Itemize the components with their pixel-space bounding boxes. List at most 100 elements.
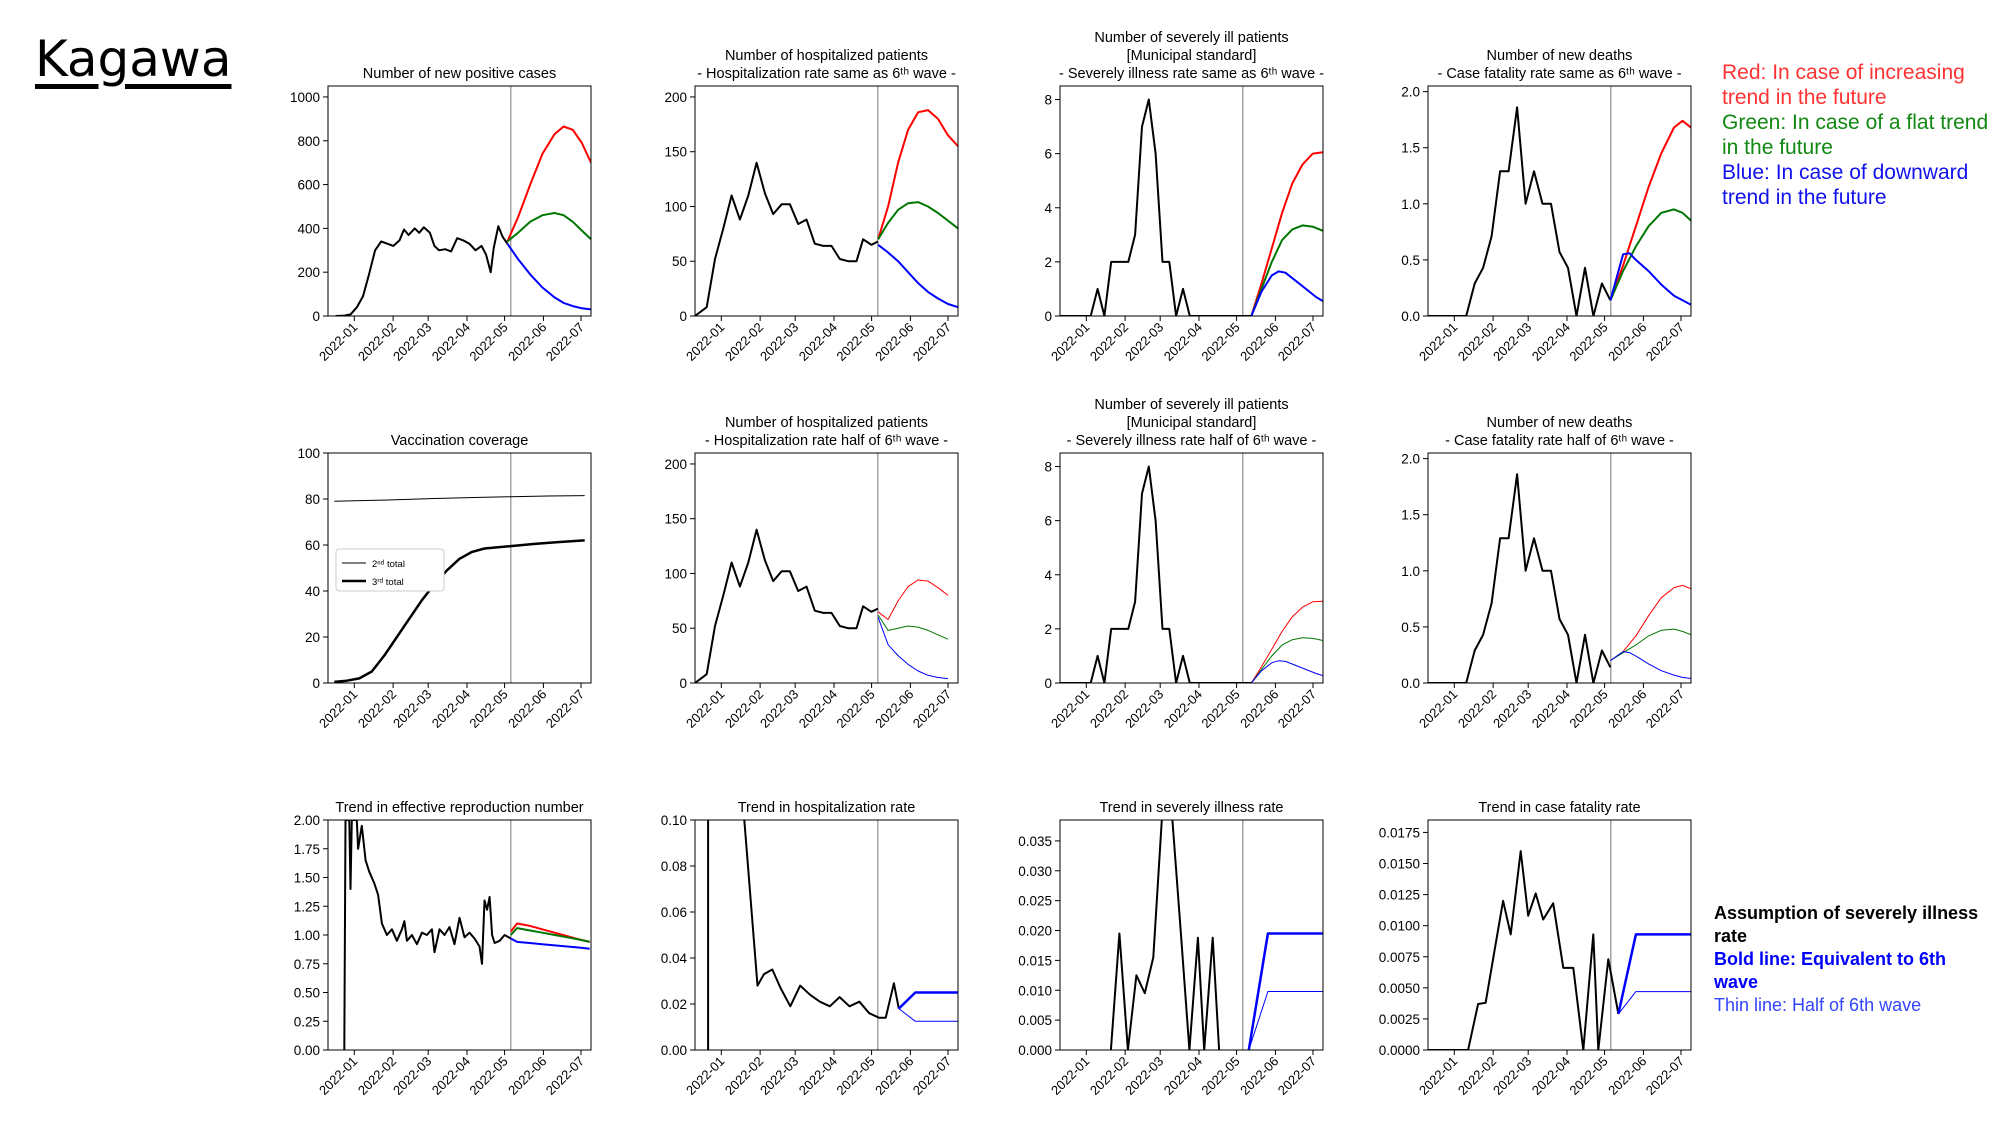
y-tick-label: 0: [312, 676, 320, 691]
series-line-blue: [1250, 660, 1323, 683]
x-tick-label: 2022-01: [1048, 320, 1092, 364]
y-tick-label: 0.000: [1018, 1043, 1052, 1058]
y-tick-label: 0.0025: [1379, 1012, 1420, 1027]
y-tick-label: 800: [297, 134, 320, 149]
series-line-blue: [898, 1008, 958, 1022]
y-tick-label: 0.10: [661, 813, 687, 828]
assumption-bold: Bold line: Equivalent to 6th wave: [1714, 949, 1947, 992]
plot-frame: [1427, 85, 1692, 317]
y-tick-label: 0.25: [294, 1014, 320, 1029]
chart-title: - Severely illness rate same as 6ᵗʰ wave…: [1059, 66, 1324, 82]
y-tick-label: 200: [297, 265, 320, 280]
chart-vaccination: Vaccination coverage 0 20 40 60 80 100 2022-01 2…: [297, 433, 592, 731]
y-tick-label: 0.04: [661, 951, 688, 966]
y-tick-label: 6: [1044, 147, 1052, 162]
assumption-thin: Thin line: Half of 6th wave: [1714, 995, 1922, 1015]
y-tick-label: 0.025: [1018, 894, 1052, 909]
chart-title: Number of severely ill patients: [1094, 397, 1288, 413]
chart-title: Trend in effective reproduction number: [335, 800, 583, 816]
x-tick-label: 2022-01: [1048, 687, 1092, 731]
y-tick-label: 50: [672, 254, 687, 269]
chart-title: Number of new deaths: [1487, 48, 1633, 64]
y-tick-label: 0.00: [661, 1043, 687, 1058]
chart-severe-half: Number of severely ill patients [Municipa…: [1044, 397, 1324, 731]
y-tick-label: 2.00: [294, 813, 320, 828]
x-tick-label: 2022-03: [1122, 1054, 1166, 1098]
x-tick-label: 2022-03: [390, 687, 434, 731]
x-tick-label: 2022-03: [390, 1054, 434, 1098]
x-tick-label: 2022-01: [683, 687, 727, 731]
y-tick-label: 400: [297, 221, 320, 236]
y-tick-label: 0.50: [294, 986, 320, 1001]
chart-hosp-rate: Trend in hospitalization rate 0.00 0.02 0.0…: [661, 800, 959, 1098]
x-tick-label: 2022-04: [1529, 687, 1573, 731]
x-tick-label: 2022-04: [429, 687, 473, 731]
x-tick-label: 2022-07: [910, 320, 954, 364]
x-tick-label: 2022-07: [543, 320, 587, 364]
chart-cfr: Trend in case fatality rate 0.0000 0.0025 0…: [1379, 800, 1692, 1098]
y-tick-label: 0.0: [1401, 309, 1420, 324]
x-tick-label: 2022-06: [872, 687, 916, 731]
legend-green: Green: In case of a flat trend in the fu…: [1722, 111, 1989, 159]
y-tick-label: 2.0: [1401, 452, 1420, 467]
y-tick-label: 2: [1044, 255, 1052, 270]
x-tick-label: 2022-05: [466, 320, 510, 364]
series-line-red: [506, 125, 591, 242]
y-tick-label: 0.0075: [1379, 950, 1420, 965]
x-tick-label: 2022-07: [1643, 1054, 1687, 1098]
series-line-blue: [1250, 270, 1323, 316]
y-tick-label: 600: [297, 178, 320, 193]
plot-frame: [327, 819, 592, 1051]
legend-label: 2ⁿᵈ total: [372, 559, 405, 570]
y-tick-label: 150: [664, 512, 687, 527]
series-line-red: [1609, 119, 1691, 301]
series-line-blue: [1618, 991, 1691, 1015]
y-tick-label: 6: [1044, 514, 1052, 529]
x-tick-label: 2022-05: [1198, 320, 1242, 364]
x-tick-label: 2022-07: [1275, 687, 1319, 731]
x-tick-label: 2022-04: [1161, 687, 1205, 731]
y-tick-label: 1000: [290, 90, 320, 105]
x-tick-label: 2022-01: [1416, 687, 1460, 731]
y-tick-label: 0.5: [1401, 253, 1420, 268]
y-tick-label: 0.030: [1018, 864, 1052, 879]
x-tick-label: 2022-06: [1605, 687, 1649, 731]
x-tick-label: 2022-07: [1643, 320, 1687, 364]
y-tick-label: 1.75: [294, 842, 320, 857]
y-tick-label: 0.75: [294, 957, 320, 972]
x-tick-label: 2022-04: [796, 1054, 840, 1098]
x-tick-label: 2022-07: [910, 687, 954, 731]
y-tick-label: 0: [679, 309, 687, 324]
series-line-black: [695, 528, 879, 683]
y-tick-label: 0: [1044, 309, 1052, 324]
plot-frame: [327, 85, 592, 317]
y-tick-label: 40: [305, 584, 320, 599]
y-tick-label: 0.0: [1401, 676, 1420, 691]
plot-frame: [1427, 819, 1692, 1051]
y-tick-label: 2: [1044, 622, 1052, 637]
series-line-green: [1250, 637, 1323, 683]
y-tick-label: 50: [672, 621, 687, 636]
assumption-legend: Assumption of severely illness rate Bold…: [1714, 902, 1994, 1017]
plot-frame: [1059, 452, 1324, 684]
chart-title: Number of hospitalized patients: [725, 415, 928, 431]
y-tick-label: 4: [1044, 201, 1052, 216]
y-tick-label: 1.00: [294, 928, 320, 943]
chart-title: - Case fatality rate half of 6ᵗʰ wave -: [1445, 433, 1674, 449]
x-tick-label: 2022-01: [316, 687, 360, 731]
y-tick-label: 0.020: [1018, 924, 1052, 939]
series-line-green: [510, 927, 590, 943]
x-tick-label: 2022-03: [1490, 320, 1534, 364]
y-tick-label: 200: [664, 457, 687, 472]
series-line-blue: [1248, 991, 1323, 1050]
chart-title: Vaccination coverage: [391, 433, 529, 449]
y-tick-label: 4: [1044, 568, 1052, 583]
x-tick-label: 2022-05: [833, 320, 877, 364]
series-line-black: [343, 820, 512, 1050]
x-tick-label: 2022-05: [1566, 687, 1610, 731]
y-tick-label: 150: [664, 145, 687, 160]
x-tick-label: 2022-06: [1237, 687, 1281, 731]
y-tick-label: 200: [664, 90, 687, 105]
x-tick-label: 2022-04: [796, 320, 840, 364]
